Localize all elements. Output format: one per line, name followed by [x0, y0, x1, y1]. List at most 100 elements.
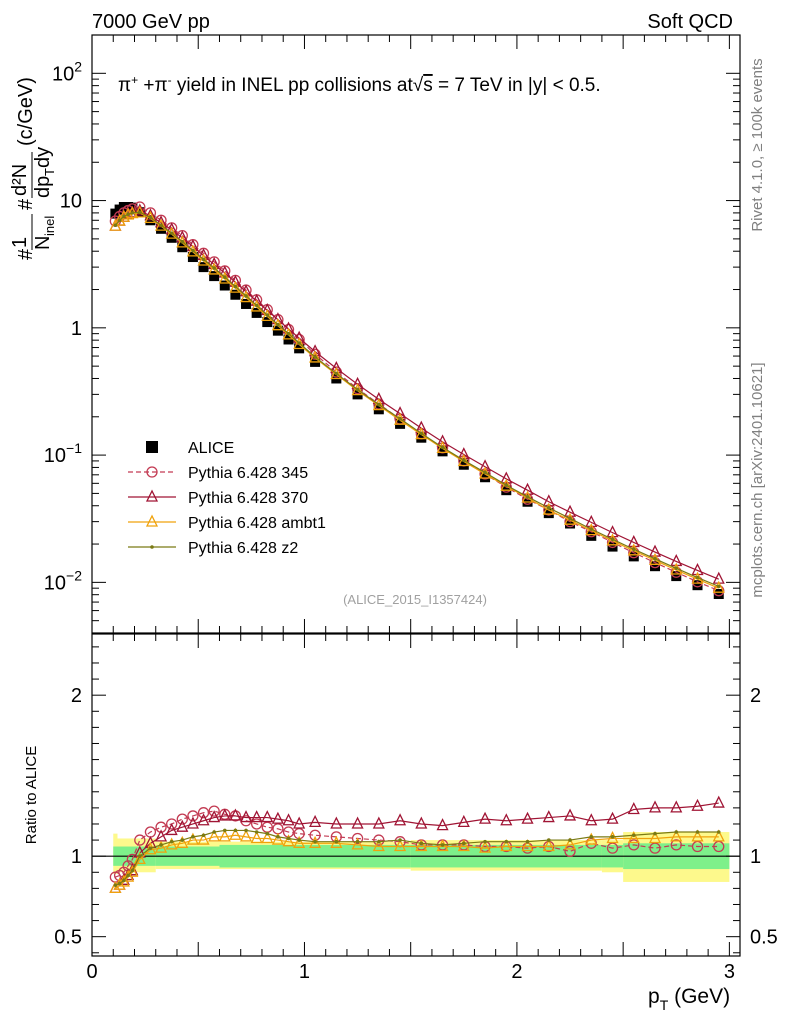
main-point-3-16	[250, 299, 263, 312]
main-point-4-32	[546, 506, 551, 510]
legend-label-0: ALICE	[188, 440, 234, 457]
ratio-point-1-14	[229, 808, 242, 821]
main-point-0-28	[458, 459, 469, 470]
ratio-point-1-39	[691, 798, 704, 811]
ratio-point-2-21	[309, 835, 322, 848]
main-point-3-1	[113, 213, 126, 226]
x-tick-label-0: 0	[86, 961, 97, 983]
main-point-2-37	[648, 544, 662, 557]
main-point-4-34	[589, 527, 594, 531]
svg-text:dy: dy	[32, 147, 54, 168]
ratio-point-3-1	[117, 881, 122, 886]
main-point-4-17	[265, 313, 270, 317]
ratio-point-3-31	[525, 839, 530, 844]
ratio-point-1-30	[500, 813, 513, 826]
main-point-3-12	[208, 262, 221, 275]
main-point-4-13	[222, 275, 227, 279]
ratio-point-3-27	[440, 843, 445, 847]
ratio-point-1-27	[436, 818, 449, 831]
ratio-point-3-6	[148, 846, 153, 850]
main-point-3-29	[478, 466, 492, 479]
main-point-3-34	[585, 523, 598, 536]
main-point-3-13	[218, 271, 231, 284]
main-point-4-9	[180, 239, 185, 244]
ratio-point-2-0	[109, 880, 122, 894]
ratio-point-1-15	[239, 810, 253, 823]
main-point-3-22	[330, 367, 343, 380]
main-point-4-29	[483, 470, 487, 475]
ratio-point-2-5	[133, 851, 146, 865]
ratio-point-2-26	[415, 839, 428, 852]
svg-text:#: #	[15, 198, 37, 210]
main-point-4-28	[462, 458, 466, 463]
main-point-4-31	[525, 495, 530, 499]
header-energy-label: 7000 GeV pp	[92, 11, 210, 33]
ratio-frame	[91, 633, 741, 957]
main-point-0-27	[437, 446, 448, 457]
ratio-point-1-13	[218, 808, 231, 821]
ratio-ytick-label-right-1: 1	[750, 846, 761, 868]
main-ytick-label-2: 1	[71, 318, 82, 340]
main-point-4-1	[117, 218, 122, 223]
ratio-point-2-18	[271, 832, 284, 845]
ratio-point-0-12	[208, 805, 220, 817]
ratio-point-2-37	[648, 831, 662, 844]
ratio-point-2-25	[394, 839, 407, 852]
ratio-point-3-14	[233, 828, 238, 833]
ratio-point-0-10	[187, 810, 199, 822]
ratio-point-1-37	[648, 800, 662, 813]
ratio-point-0-16	[251, 818, 263, 830]
main-point-4-23	[355, 387, 360, 392]
ratio-point-2-6	[144, 842, 157, 855]
x-tick-label-1: 1	[299, 961, 310, 983]
ratio-point-3-10	[191, 835, 195, 839]
ratio-point-1-34	[585, 813, 598, 826]
ratio-y-axis-label: Ratio to ALICE	[23, 746, 40, 844]
main-point-4-35	[610, 537, 615, 542]
ratio-point-3-9	[180, 838, 185, 842]
ratio-point-3-26	[419, 841, 424, 846]
ratio-point-2-8	[165, 837, 178, 850]
main-point-4-0	[113, 223, 118, 228]
ratio-point-2-19	[282, 834, 295, 847]
ratio-point-1-36	[627, 802, 640, 815]
ratio-ytick-label-left-1: 1	[71, 846, 82, 868]
ratio-point-1-22	[330, 816, 343, 829]
ratio-ytick-label-left-2: 2	[71, 685, 82, 707]
ratio-point-0-5	[134, 834, 146, 846]
main-point-3-11	[197, 253, 210, 266]
ratio-point-3-0	[113, 883, 118, 887]
main-point-3-20	[293, 337, 306, 350]
main-point-0-12	[209, 271, 220, 282]
ratio-point-0-36	[628, 839, 640, 851]
analysis-id-label: (ALICE_2015_I1357424)	[343, 592, 487, 607]
ratio-point-2-38	[670, 829, 683, 842]
ratio-point-2-34	[585, 832, 598, 845]
ratio-ytick-label-left-0: 0.5	[54, 927, 82, 949]
main-point-4-16	[254, 303, 259, 308]
main-point-3-27	[436, 440, 449, 453]
ratio-point-2-28	[457, 839, 470, 852]
ratio-point-2-12	[208, 829, 221, 842]
ratio-point-3-29	[483, 839, 487, 844]
ratio-point-2-15	[239, 829, 253, 842]
ratio-point-1-4	[126, 863, 139, 876]
ratio-point-0-39	[691, 840, 704, 853]
main-point-0-14	[230, 289, 241, 300]
main-point-2-6	[144, 208, 157, 221]
ratio-point-1-35	[606, 811, 619, 824]
ratio-point-2-16	[250, 831, 263, 844]
ratio-ytick-label-right-0: 0.5	[750, 927, 778, 949]
ratio-point-2-20	[293, 835, 306, 848]
svg-text:N: N	[32, 236, 54, 250]
ratio-point-0-38	[670, 839, 682, 851]
ratio-point-2-14	[229, 827, 242, 840]
ratio-series-line-0	[115, 810, 719, 878]
main-point-3-28	[457, 454, 470, 467]
main-point-4-14	[233, 284, 238, 289]
main-point-4-2	[122, 214, 126, 219]
ratio-point-1-28	[457, 814, 470, 828]
ratio-point-2-22	[330, 835, 343, 848]
svg-text:dp: dp	[32, 176, 54, 198]
